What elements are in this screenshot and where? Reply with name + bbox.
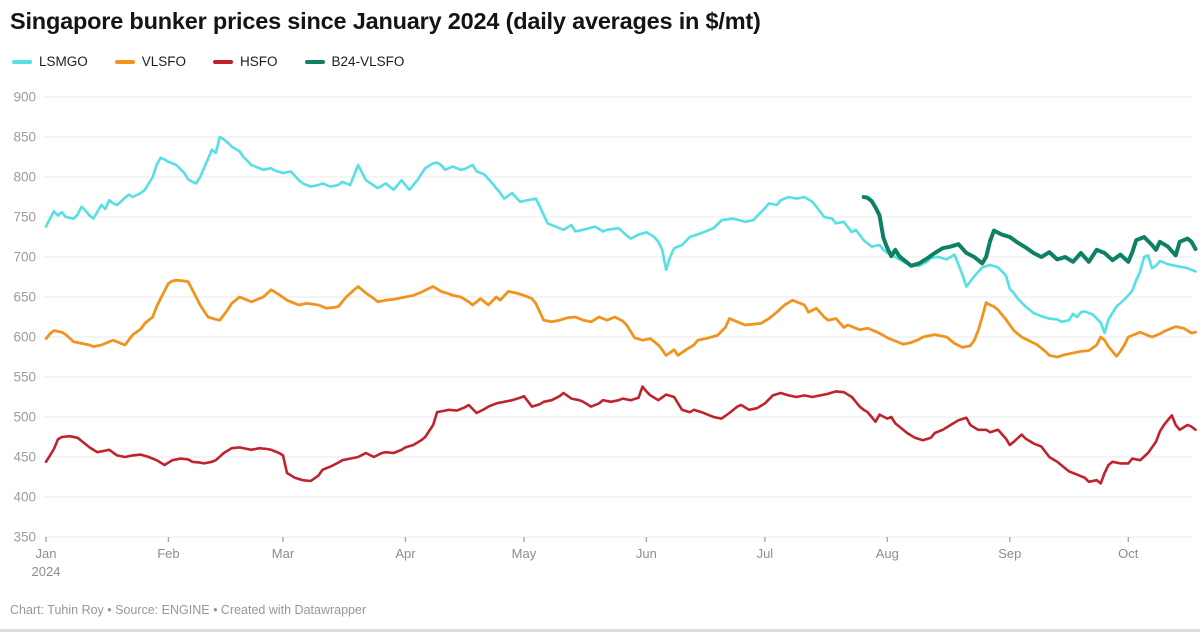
x-axis-label: May bbox=[512, 546, 537, 561]
legend-swatch-hsfo-icon bbox=[213, 59, 234, 64]
y-axis-label: 800 bbox=[13, 170, 36, 185]
chart-title: Singapore bunker prices since January 20… bbox=[10, 8, 761, 34]
legend-label-vlsfo: VLSFO bbox=[141, 54, 187, 69]
series-line-vlsfo[interactable] bbox=[44, 278, 1197, 359]
legend-item-b24_vlsfo: B24-VLSFO bbox=[304, 54, 405, 69]
chart-credit: Chart: Tuhin Roy • Source: ENGINE • Crea… bbox=[10, 603, 367, 617]
x-axis-label: Sep bbox=[998, 546, 1021, 561]
x-axis-label: Oct bbox=[1118, 546, 1139, 561]
legend-item-vlsfo: VLSFO bbox=[114, 54, 187, 69]
legend-swatch-lsmgo-icon bbox=[12, 59, 32, 64]
y-axis-label: 600 bbox=[13, 330, 36, 345]
series-line-lsmgo[interactable] bbox=[44, 135, 1197, 335]
legend-label-lsmgo: LSMGO bbox=[39, 54, 88, 69]
y-axis-label: 900 bbox=[13, 90, 36, 105]
x-axis-label: Feb bbox=[157, 546, 179, 561]
x-axis-label: Mar bbox=[272, 546, 295, 561]
y-axis-label: 400 bbox=[13, 490, 36, 505]
legend: LSMGO VLSFO HSFO B24-VLSFO bbox=[12, 54, 404, 69]
x-axis-label: Apr bbox=[395, 546, 416, 561]
y-axis-label: 750 bbox=[13, 210, 36, 225]
x-axis-year-label: 2024 bbox=[32, 564, 61, 579]
y-axis-label: 700 bbox=[13, 250, 36, 265]
legend-label-b24_vlsfo: B24-VLSFO bbox=[331, 54, 405, 69]
x-axis-label: Aug bbox=[876, 546, 899, 561]
series-line-b24_vlsfo[interactable] bbox=[861, 195, 1198, 268]
legend-item-lsmgo: LSMGO bbox=[12, 54, 88, 69]
legend-item-hsfo: HSFO bbox=[213, 54, 278, 69]
x-axis-label: Jul bbox=[757, 546, 774, 561]
x-axis-label: Jun bbox=[636, 546, 657, 561]
x-axis-label: Jan bbox=[36, 546, 57, 561]
y-axis-label: 650 bbox=[13, 290, 36, 305]
legend-swatch-b24_vlsfo-icon bbox=[304, 59, 325, 64]
legend-swatch-vlsfo-icon bbox=[114, 59, 135, 64]
bottom-divider bbox=[0, 629, 1200, 632]
y-axis-label: 500 bbox=[13, 410, 36, 425]
legend-label-hsfo: HSFO bbox=[240, 54, 278, 69]
y-axis-label: 350 bbox=[13, 530, 36, 545]
y-axis-label: 850 bbox=[13, 130, 36, 145]
y-axis-label: 550 bbox=[13, 370, 36, 385]
series-line-hsfo[interactable] bbox=[44, 385, 1197, 485]
y-axis-label: 450 bbox=[13, 450, 36, 465]
